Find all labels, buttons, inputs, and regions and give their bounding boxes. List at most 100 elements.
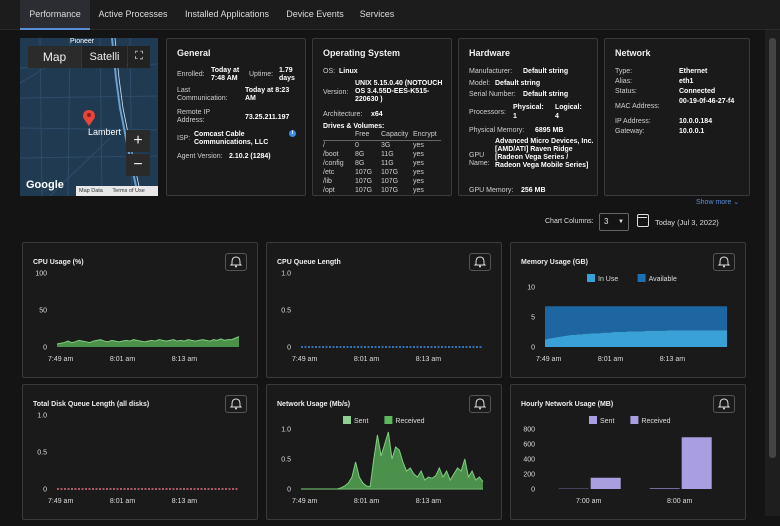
- zoom-out-button[interactable]: −: [126, 154, 150, 176]
- map-footer: Map Data Terms of Use: [76, 186, 158, 196]
- fullscreen-icon[interactable]: ⛶: [128, 46, 150, 68]
- tab-active-processes[interactable]: Active Processes: [92, 0, 174, 30]
- bell-icon[interactable]: [713, 395, 735, 413]
- drive-mount: /config: [323, 160, 344, 168]
- bar[interactable]: [591, 478, 621, 489]
- gpu-memory-value: 256 MB: [521, 187, 546, 195]
- drive-mount: /etc: [323, 169, 334, 177]
- legend-label[interactable]: Received: [641, 418, 670, 425]
- x-tick-label: 8:13 am: [416, 498, 441, 505]
- show-more-link[interactable]: Show more ⌄: [696, 198, 739, 206]
- zoom-in-button[interactable]: +: [126, 130, 150, 152]
- status-label: Status:: [615, 88, 637, 96]
- terms-link[interactable]: Terms of Use: [112, 188, 144, 194]
- drive-cell: 11G: [381, 160, 394, 168]
- type-label: Type:: [615, 68, 632, 76]
- tab-device-events[interactable]: Device Events: [280, 0, 350, 30]
- info-icon[interactable]: i: [289, 130, 296, 137]
- calendar-icon[interactable]: [637, 214, 649, 227]
- bell-icon[interactable]: [225, 253, 247, 271]
- map-type-map-button[interactable]: Map: [28, 46, 81, 68]
- os-title: Operating System: [323, 48, 400, 58]
- manufacturer-label: Manufacturer:: [469, 68, 512, 76]
- chart-columns-select[interactable]: 3 ▼: [599, 213, 629, 231]
- agent-version-label: Agent Version:: [177, 153, 223, 161]
- architecture-label: Architecture:: [323, 111, 362, 119]
- drive-cell: 8G: [355, 151, 364, 159]
- legend-label[interactable]: Received: [395, 418, 424, 425]
- bell-icon[interactable]: [713, 253, 735, 271]
- y-tick-label: 10: [527, 285, 535, 292]
- y-tick-label: 0.5: [37, 450, 47, 457]
- chart-columns-value: 3: [604, 217, 608, 226]
- drive-cell: yes: [413, 151, 424, 159]
- type-value: Ethernet: [679, 68, 707, 76]
- gpu-memory-label: GPU Memory:: [469, 187, 513, 195]
- legend-swatch[interactable]: [384, 416, 392, 424]
- serial-value: Default string: [523, 91, 568, 99]
- architecture-value: x64: [371, 111, 383, 119]
- bell-icon[interactable]: [225, 395, 247, 413]
- bar[interactable]: [682, 437, 712, 489]
- y-tick-label: 0: [287, 345, 291, 352]
- bell-icon[interactable]: [469, 395, 491, 413]
- legend-label[interactable]: Sent: [354, 418, 368, 425]
- tab-bar: Performance Active Processes Installed A…: [0, 0, 780, 30]
- legend-label[interactable]: In Use: [598, 276, 618, 283]
- y-tick-label: 600: [523, 442, 535, 449]
- x-tick-label: 7:49 am: [48, 356, 73, 363]
- tab-performance[interactable]: Performance: [20, 0, 90, 30]
- legend-swatch[interactable]: [587, 274, 595, 282]
- date-label[interactable]: Today (Jul 3, 2022): [655, 218, 719, 227]
- drive-cell: yes: [413, 142, 424, 150]
- hardware-title: Hardware: [469, 48, 510, 58]
- scrollbar[interactable]: [765, 30, 780, 516]
- ip-value: 10.0.0.184: [679, 118, 712, 126]
- x-tick-label: 7:49 am: [536, 356, 561, 363]
- y-tick-label: 5: [531, 315, 535, 322]
- scrollbar-thumb[interactable]: [769, 38, 776, 458]
- drive-mount: /boot: [323, 151, 339, 159]
- x-tick-label: 7:49 am: [292, 498, 317, 505]
- x-tick-label: 8:01 am: [110, 356, 135, 363]
- chart-title: Memory Usage (GB): [521, 259, 588, 266]
- alias-label: Alias:: [615, 78, 632, 86]
- drive-cell: 11G: [381, 151, 394, 159]
- map-data-link[interactable]: Map Data: [79, 188, 103, 194]
- bell-icon[interactable]: [469, 253, 491, 271]
- google-logo: Google: [26, 179, 64, 191]
- legend-swatch[interactable]: [638, 274, 646, 282]
- logical-value: 4: [555, 113, 559, 121]
- tab-installed-applications[interactable]: Installed Applications: [176, 0, 278, 30]
- legend-label[interactable]: Available: [649, 276, 677, 283]
- drives-divider: [323, 140, 441, 141]
- y-tick-label: 0.5: [281, 457, 291, 464]
- legend-swatch[interactable]: [630, 416, 638, 424]
- legend-swatch[interactable]: [589, 416, 597, 424]
- remote-ip-label: Remote IP Address:: [177, 109, 227, 125]
- drive-cell: 3G: [381, 142, 390, 150]
- drive-cell: yes: [413, 187, 424, 195]
- hardware-card: Hardware Manufacturer: Default string Mo…: [458, 38, 598, 196]
- drive-header-free: Free: [355, 131, 369, 139]
- legend-label[interactable]: Sent: [600, 418, 614, 425]
- os-card: Operating System OS: Linux Version: UNIX…: [312, 38, 452, 196]
- location-map[interactable]: Pioneer Map Satelli ⛶ Lambert + − Google…: [20, 38, 158, 196]
- bar[interactable]: [650, 488, 680, 489]
- drive-header-capacity: Capacity: [381, 131, 408, 139]
- ip-label: IP Address:: [615, 118, 651, 126]
- y-tick-label: 0.5: [281, 308, 291, 315]
- map-type-satellite-button[interactable]: Satelli: [82, 46, 127, 68]
- general-title: General: [177, 48, 211, 58]
- chart-title: Hourly Network Usage (MB): [521, 401, 613, 408]
- y-tick-label: 1.0: [281, 271, 291, 278]
- physical-value: 1: [513, 113, 517, 121]
- physical-memory-value: 6895 MB: [535, 127, 563, 135]
- tab-services[interactable]: Services: [352, 0, 402, 30]
- legend-swatch[interactable]: [343, 416, 351, 424]
- drive-cell: 107G: [355, 169, 372, 177]
- drive-cell: 107G: [381, 187, 398, 195]
- drive-cell: 0: [355, 142, 359, 150]
